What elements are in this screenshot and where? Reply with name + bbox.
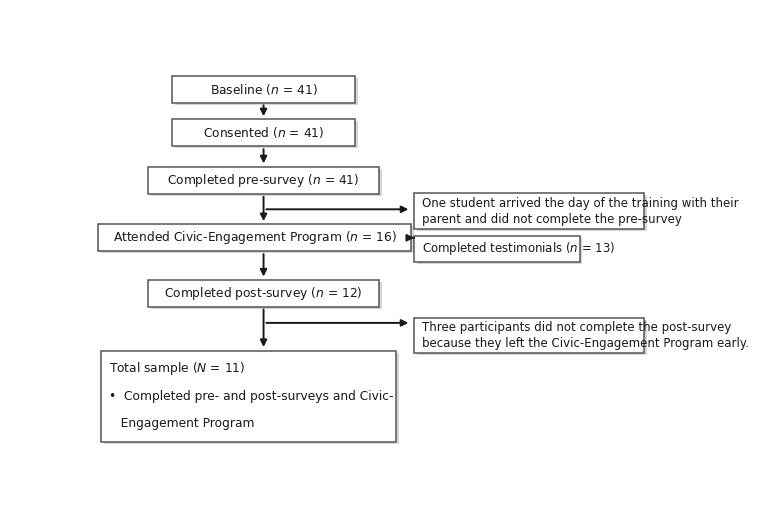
- Text: Completed post-survey ($n$ = 12): Completed post-survey ($n$ = 12): [165, 285, 363, 302]
- Text: Total sample ($N$ = 11): Total sample ($N$ = 11): [110, 360, 245, 377]
- Text: Attended Civic-Engagement Program ($n$ = 16): Attended Civic-Engagement Program ($n$ =…: [113, 229, 397, 246]
- FancyBboxPatch shape: [152, 282, 382, 308]
- FancyBboxPatch shape: [415, 193, 645, 229]
- FancyBboxPatch shape: [149, 280, 379, 307]
- FancyBboxPatch shape: [415, 236, 580, 262]
- FancyBboxPatch shape: [417, 195, 648, 231]
- FancyBboxPatch shape: [417, 238, 582, 264]
- FancyBboxPatch shape: [98, 224, 411, 251]
- Text: One student arrived the day of the training with their: One student arrived the day of the train…: [422, 197, 739, 210]
- FancyBboxPatch shape: [415, 318, 645, 353]
- FancyBboxPatch shape: [417, 320, 648, 355]
- FancyBboxPatch shape: [101, 351, 396, 442]
- Text: parent and did not complete the pre-survey: parent and did not complete the pre-surv…: [422, 212, 682, 226]
- Text: Baseline ($n$ = 41): Baseline ($n$ = 41): [210, 82, 318, 97]
- FancyBboxPatch shape: [101, 226, 415, 253]
- FancyBboxPatch shape: [152, 169, 382, 196]
- FancyBboxPatch shape: [149, 167, 379, 194]
- Text: Completed testimonials ($n$ = 13): Completed testimonials ($n$ = 13): [422, 241, 616, 258]
- FancyBboxPatch shape: [104, 353, 399, 444]
- Text: •  Completed pre- and post-surveys and Civic-: • Completed pre- and post-surveys and Ci…: [110, 390, 394, 402]
- FancyBboxPatch shape: [175, 121, 358, 149]
- FancyBboxPatch shape: [172, 119, 355, 146]
- Text: Consented ($n$ = 41): Consented ($n$ = 41): [203, 125, 324, 140]
- Text: Completed pre-survey ($n$ = 41): Completed pre-survey ($n$ = 41): [168, 172, 360, 189]
- Text: because they left the Civic-Engagement Program early.: because they left the Civic-Engagement P…: [422, 337, 749, 350]
- FancyBboxPatch shape: [172, 76, 355, 103]
- Text: Engagement Program: Engagement Program: [110, 417, 255, 430]
- Text: Three participants did not complete the post-survey: Three participants did not complete the …: [422, 321, 732, 334]
- FancyBboxPatch shape: [175, 78, 358, 105]
